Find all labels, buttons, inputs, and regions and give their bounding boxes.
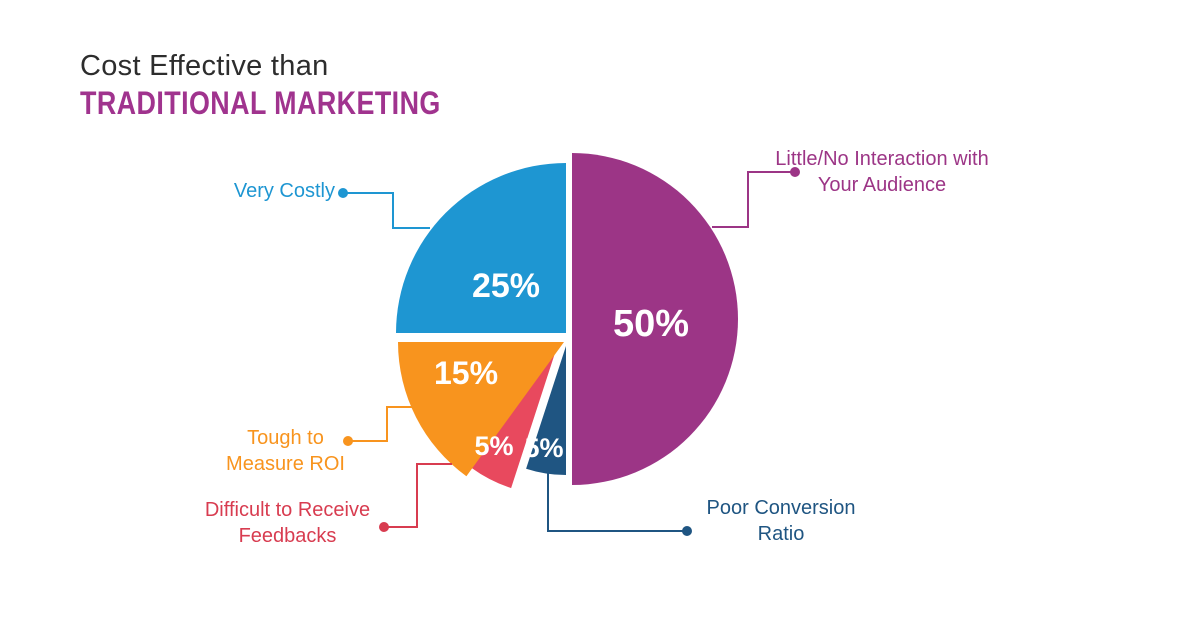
callout-text-line: Little/No Interaction with bbox=[775, 148, 989, 170]
leader-dot-tough-measure-roi bbox=[343, 436, 353, 446]
leader-dot-little-no-interaction bbox=[790, 167, 800, 177]
pie-slice-very-costly bbox=[396, 163, 566, 333]
leader-line-tough-measure-roi bbox=[348, 406, 414, 442]
leader-dot-very-costly bbox=[338, 188, 348, 198]
slice-percent-label-very-costly: 25% bbox=[472, 267, 540, 305]
callout-text-line: Ratio bbox=[757, 523, 805, 545]
pie-slice-little-no-interaction bbox=[572, 153, 738, 485]
leader-dot-difficult-feedbacks bbox=[379, 522, 389, 532]
title-line2: TRADITIONAL MARKETING bbox=[80, 85, 441, 121]
callout-tough-measure-roi: Tough to Measure ROI bbox=[183, 425, 388, 477]
pie-slice-poor-conversion-ratio bbox=[526, 346, 566, 475]
callout-poor-conversion-ratio: Poor Conversion Ratio bbox=[686, 495, 876, 547]
callout-text-line: Feedbacks bbox=[238, 525, 337, 547]
leader-dot-poor-conversion-ratio bbox=[682, 526, 692, 536]
callout-text-line: Your Audience bbox=[817, 174, 947, 196]
leader-line-little-no-interaction bbox=[712, 171, 795, 228]
callout-difficult-feedbacks: Difficult to Receive Feedbacks bbox=[165, 497, 410, 549]
callout-text-line: Tough to bbox=[247, 427, 324, 449]
leader-line-poor-conversion-ratio bbox=[547, 470, 687, 532]
pie-slice-tough-measure-roi bbox=[398, 342, 564, 477]
leader-line-very-costly bbox=[343, 192, 430, 229]
callout-text-line: Poor Conversion bbox=[706, 497, 856, 519]
callout-text-line: Difficult to Receive bbox=[204, 499, 371, 521]
leader-line-difficult-feedbacks bbox=[384, 463, 452, 528]
slice-percent-label-little-no-interaction: 50% bbox=[613, 303, 689, 345]
callout-text-line: Measure ROI bbox=[226, 453, 345, 475]
title-line1: Cost Effective than bbox=[80, 50, 329, 82]
callout-text-line: Very Costly bbox=[233, 180, 335, 202]
slice-percent-label-difficult-feedbacks: 5% bbox=[474, 431, 513, 461]
slice-percent-label-tough-measure-roi: 15% bbox=[434, 355, 498, 391]
callout-little-no-interaction: Little/No Interaction with Your Audience bbox=[758, 146, 1006, 198]
slice-percent-label-poor-conversion-ratio: 5% bbox=[524, 433, 563, 463]
pie-slice-difficult-feedbacks bbox=[471, 353, 555, 489]
callout-very-costly: Very Costly bbox=[133, 178, 335, 204]
